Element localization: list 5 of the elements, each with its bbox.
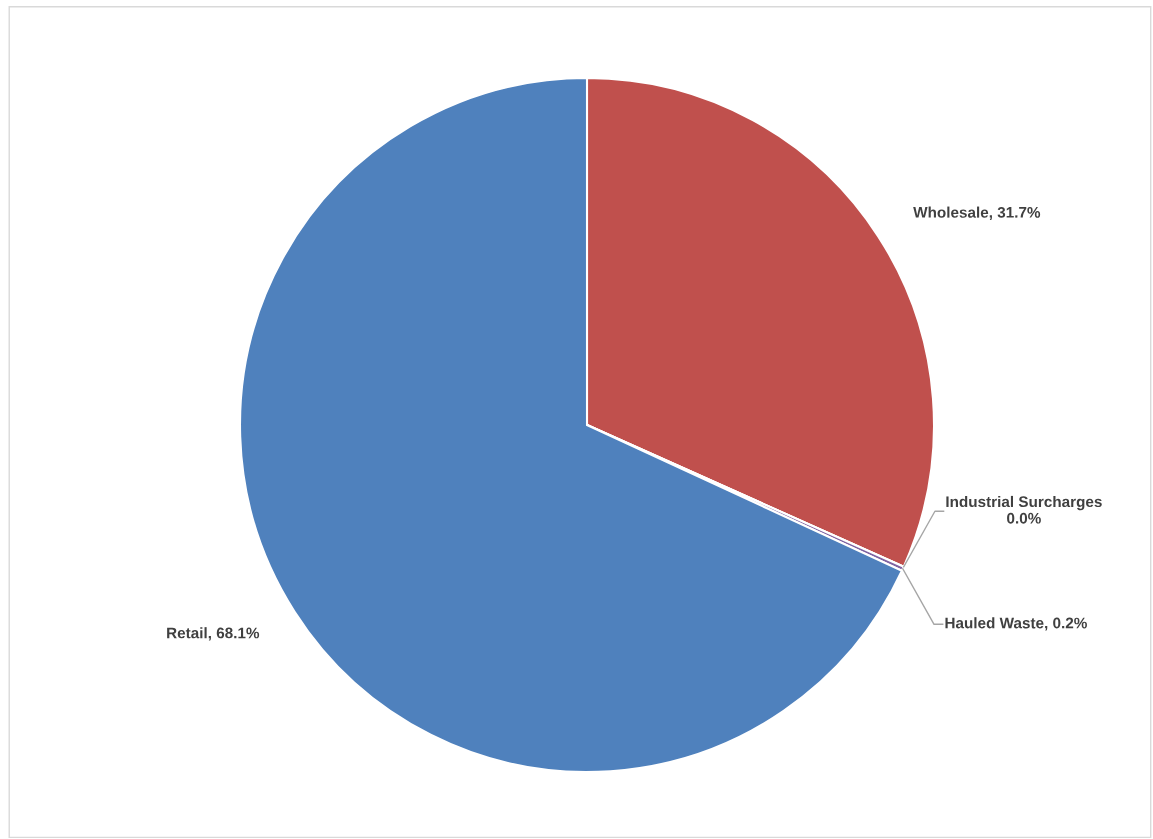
text: 0.0% — [1007, 512, 1041, 524]
slice-label: Retail, 68.1% — [167, 627, 260, 641]
category-label: Industrial Surcharges — [946, 495, 1102, 511]
slice-label: Wholesale, 31.7% — [913, 206, 1041, 220]
slice-label: Hauled Waste, 0.2% — [945, 617, 1087, 631]
